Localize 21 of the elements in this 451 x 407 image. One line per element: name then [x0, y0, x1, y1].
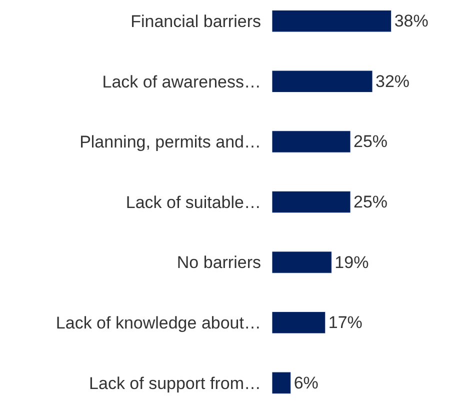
data-label: 25% — [354, 132, 388, 152]
bar — [272, 70, 373, 92]
y-tick-label: Lack of suitable… — [126, 192, 261, 212]
data-label: 32% — [375, 72, 410, 91]
y-tick-label: Lack of awareness… — [102, 72, 261, 92]
data-label: 19% — [334, 252, 369, 272]
bar — [272, 251, 332, 274]
y-tick-label: Lack of knowledge about… — [56, 314, 261, 333]
y-tick-label: Lack of support from… — [89, 374, 261, 393]
data-label: 38% — [394, 12, 428, 31]
bar — [272, 10, 392, 32]
bar — [272, 372, 292, 394]
data-label: 17% — [328, 313, 362, 332]
bar — [272, 130, 351, 153]
y-tick-label: Planning, permits and… — [80, 132, 261, 152]
y-tick-label: No barriers — [176, 253, 261, 272]
data-label: 6% — [294, 373, 318, 392]
data-label: 25% — [354, 192, 388, 212]
bar — [272, 190, 351, 214]
bar — [272, 311, 326, 334]
y-tick-label: Financial barriers — [130, 12, 261, 32]
